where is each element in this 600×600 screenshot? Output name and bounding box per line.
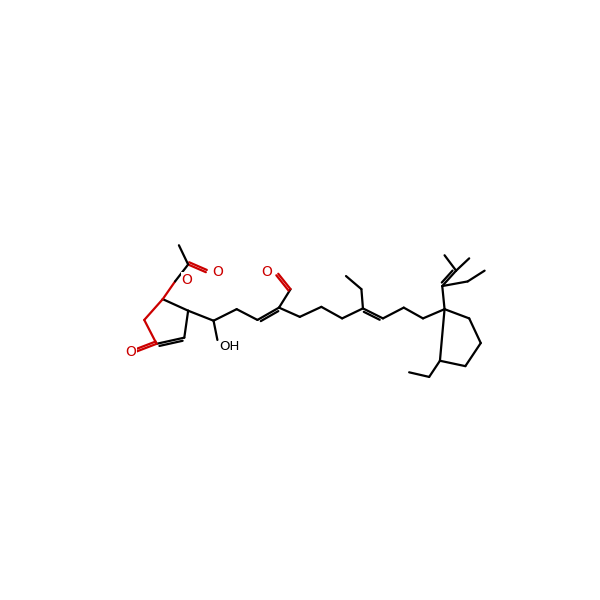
Text: O: O bbox=[261, 265, 272, 279]
Text: O: O bbox=[181, 273, 192, 287]
Text: OH: OH bbox=[220, 340, 240, 353]
Text: O: O bbox=[125, 344, 136, 359]
Text: O: O bbox=[212, 265, 223, 279]
